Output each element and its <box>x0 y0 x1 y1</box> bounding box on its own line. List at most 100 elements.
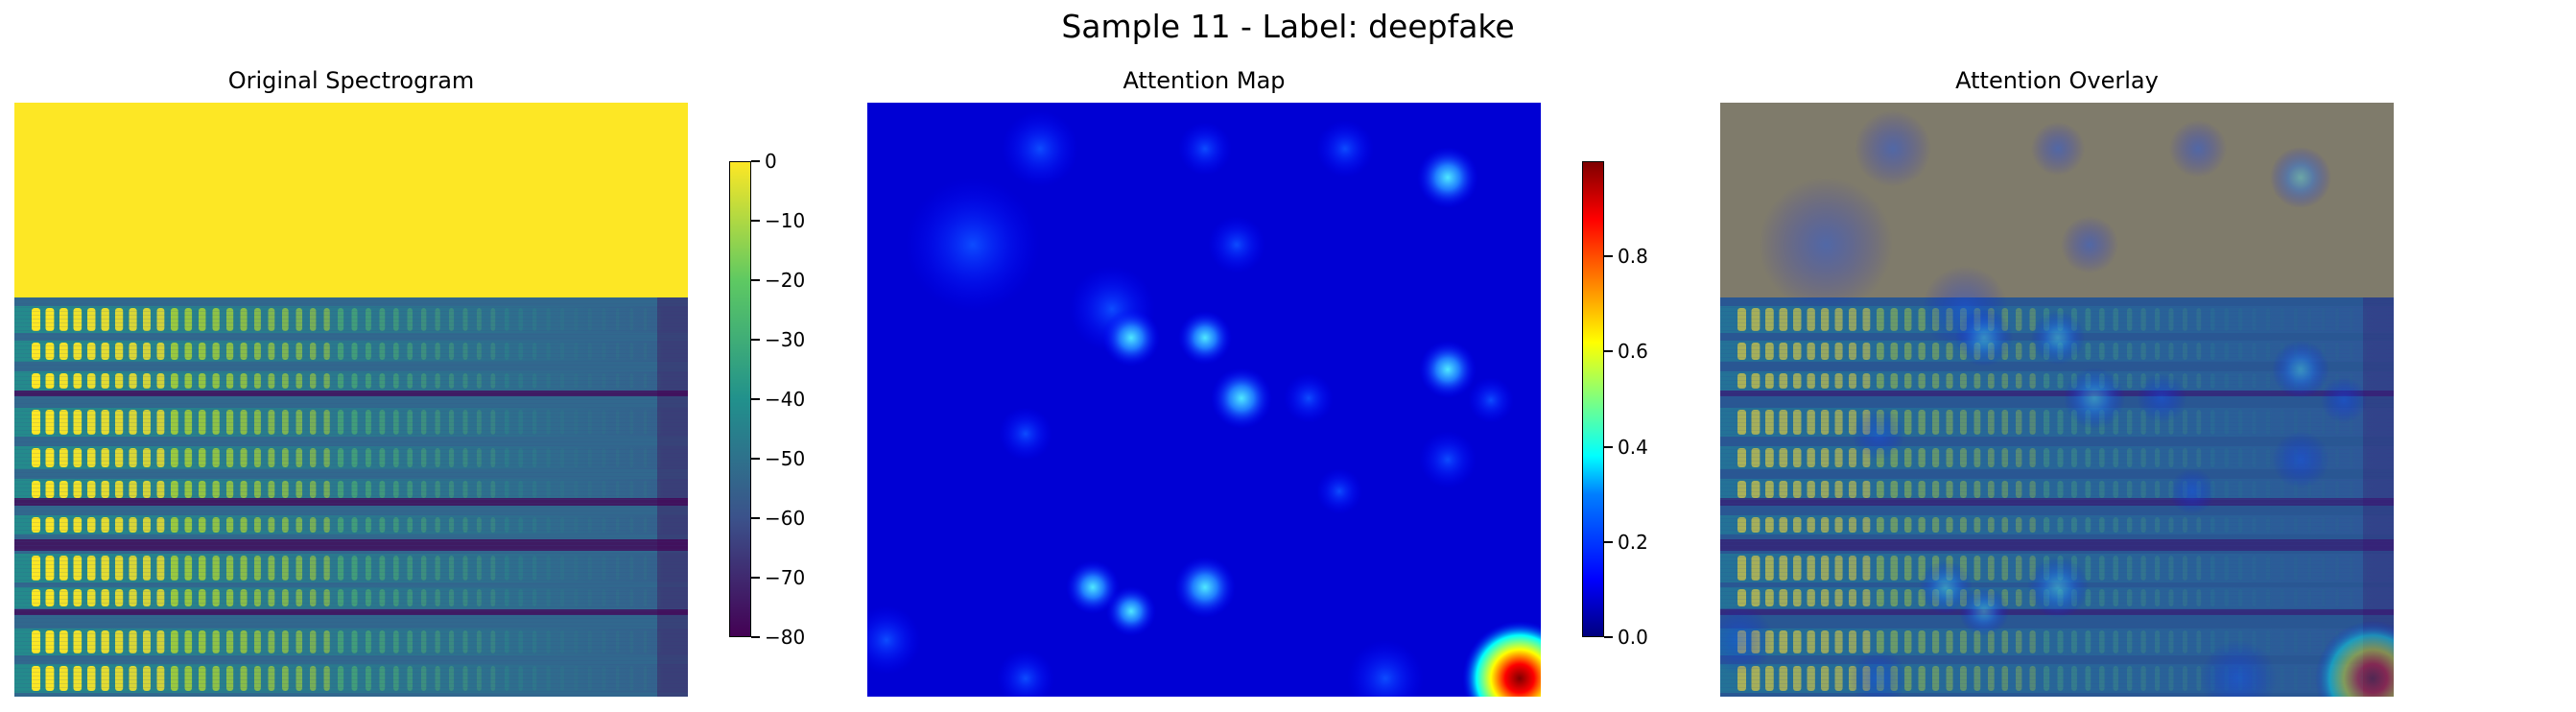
spectrogram-striation <box>629 308 633 331</box>
spectrogram-striation <box>2155 308 2161 331</box>
spectrogram-noise-line <box>14 668 688 669</box>
spectrogram-striation <box>407 666 413 691</box>
spectrogram-striation <box>379 630 386 653</box>
spectrogram-striation <box>2363 448 2367 467</box>
spectrogram-striation <box>1751 556 1761 581</box>
spectrogram-noise-line <box>1720 384 2394 385</box>
spectrogram-striation <box>366 373 371 389</box>
spectrogram-striation <box>532 373 537 389</box>
spectrogram-noise-line <box>14 518 688 519</box>
spectrogram-striation <box>1834 517 1843 533</box>
spectrogram-striation <box>1737 373 1746 389</box>
spectrogram-striation <box>1890 481 1899 498</box>
spectrogram-noise-line <box>1720 626 2394 627</box>
spectrogram-striation <box>421 517 427 533</box>
spectrogram-noise-line <box>14 522 688 523</box>
spectrogram-striation <box>2127 410 2133 435</box>
spectrogram-noise-line <box>14 549 688 550</box>
spectrogram-striation <box>644 343 648 360</box>
spectrogram-noise-line <box>1720 365 2394 366</box>
spectrogram-striation <box>2266 481 2271 498</box>
spectrogram-striation <box>87 448 96 467</box>
spectrogram-striation <box>490 343 496 360</box>
spectrogram-band <box>1720 515 2394 534</box>
spectrogram-striation <box>393 666 399 691</box>
spectrogram-noise-line <box>14 614 688 615</box>
spectrogram-striation <box>254 630 261 653</box>
spectrogram-striation <box>73 666 83 691</box>
spectrogram-noise-line <box>1720 491 2394 492</box>
spectrogram-striation <box>1877 556 1884 581</box>
spectrogram-striation <box>2335 589 2339 606</box>
spectrogram-striation <box>602 556 606 581</box>
spectrogram-striation <box>323 556 330 581</box>
spectrogram-striation <box>1932 448 1940 467</box>
spectrogram-striation <box>2113 666 2118 691</box>
spectrogram-striation <box>1834 448 1843 467</box>
spectrogram-striation <box>73 517 83 533</box>
spectrogram-noise-line <box>1720 530 2394 531</box>
spectrogram-striation <box>115 556 124 581</box>
spectrogram-striation <box>657 448 661 467</box>
spectrogram-striation <box>351 589 358 606</box>
spectrogram-striation <box>435 373 440 389</box>
spectrogram-striation <box>212 343 220 360</box>
spectrogram-striation <box>616 589 620 606</box>
spectrogram-noise-line <box>14 461 688 462</box>
spectrogram-striation <box>602 481 606 498</box>
spectrogram-striation <box>490 630 496 653</box>
spectrogram-striation <box>629 589 633 606</box>
spectrogram-striation <box>226 556 234 581</box>
spectrogram-striation <box>1960 481 1967 498</box>
spectrogram-striation <box>2016 556 2022 581</box>
spectrogram-striation <box>156 343 165 360</box>
spectrogram-striation <box>462 410 468 435</box>
spectrogram-noise-line <box>1720 388 2394 389</box>
spectrogram-band <box>14 306 688 333</box>
spectrogram-striation <box>421 343 427 360</box>
spectrogram-noise-line <box>14 595 688 596</box>
spectrogram-striation <box>59 410 68 435</box>
spectrogram-striation <box>199 630 206 653</box>
spectrogram-striation <box>351 343 358 360</box>
spectrogram-striation <box>1890 373 1899 389</box>
spectrogram-striation <box>657 666 661 691</box>
spectrogram-striation <box>1793 556 1802 581</box>
spectrogram-striation <box>435 308 440 331</box>
spectrogram-striation <box>240 373 248 389</box>
attention-spot <box>1208 216 1265 273</box>
spectrogram-striation <box>73 308 83 331</box>
overlay-attention-spot <box>1720 605 1774 675</box>
spectrogram-striation <box>2168 343 2174 360</box>
spectrogram-striation <box>616 308 620 331</box>
spectrogram-striation <box>2001 556 2009 581</box>
spectrogram-striation <box>1960 630 1967 653</box>
spectrogram-striation <box>2168 589 2174 606</box>
spectrogram-noise-line <box>1720 484 2394 485</box>
spectrogram-striation <box>477 666 482 691</box>
attention-spot <box>1106 586 1156 636</box>
spectrogram-striation <box>449 481 455 498</box>
spectrogram-striation <box>490 448 496 467</box>
spectrogram-striation <box>87 589 96 606</box>
spectrogram-noise-line <box>1720 618 2394 619</box>
spectrogram-striation <box>2183 556 2187 581</box>
spectrogram-striation <box>2238 517 2243 533</box>
spectrogram-striation <box>1737 517 1746 533</box>
spectrogram-striation <box>1890 556 1899 581</box>
spectrogram-striation <box>2252 373 2257 389</box>
spectrogram-noise-line <box>1720 438 2394 439</box>
spectrogram-striation <box>462 517 468 533</box>
attention-spot <box>1462 621 1541 697</box>
spectrogram-striation <box>268 373 275 389</box>
spectrogram-striation <box>379 666 386 691</box>
spectrogram-striation <box>602 410 606 435</box>
spectrogram-striation <box>1862 556 1871 581</box>
spectrogram-striation <box>2363 308 2367 331</box>
overlay-attention-spot <box>2031 311 2085 365</box>
spectrogram-striation <box>156 630 165 653</box>
spectrogram-striation <box>2266 630 2271 653</box>
spectrogram-striation <box>268 666 275 691</box>
spectrogram-striation <box>1849 630 1856 653</box>
spectrogram-striation <box>490 308 496 331</box>
